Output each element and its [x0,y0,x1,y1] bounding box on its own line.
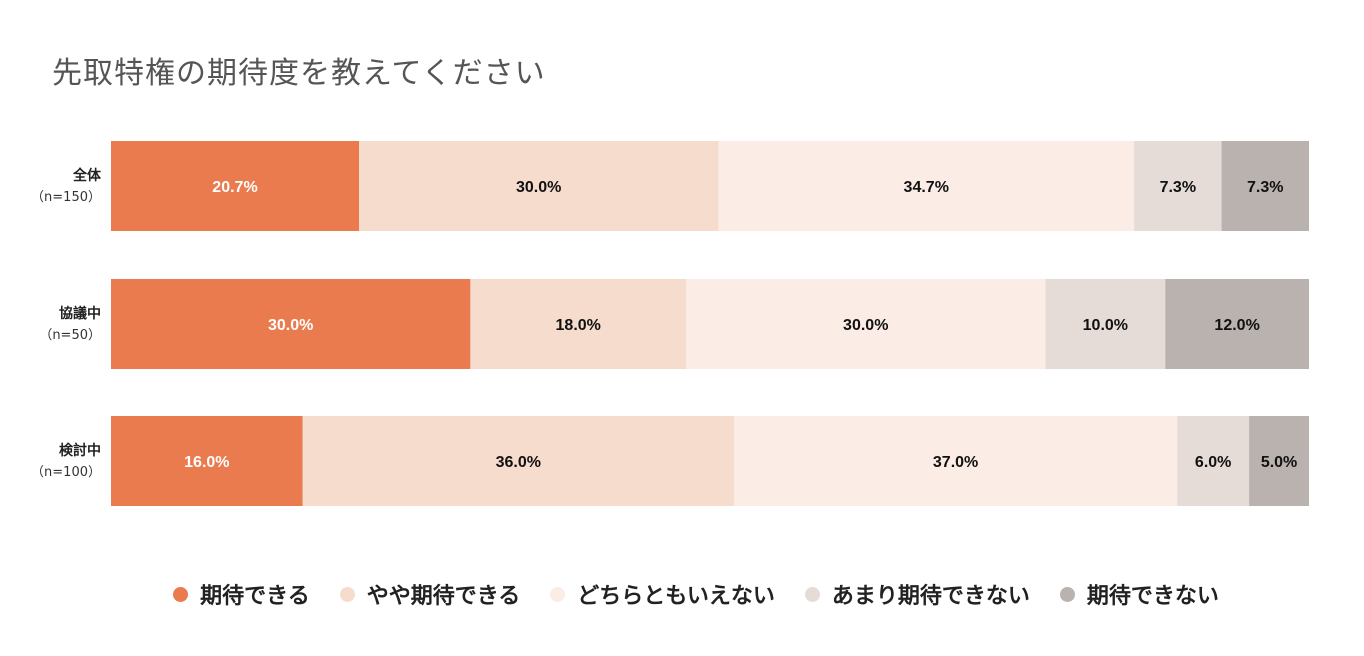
legend-label: 期待できない [1086,584,1219,609]
category-sample-size: （n=100） [31,465,101,480]
legend-label: 期待できる [200,584,310,609]
category-label: 検討中 [59,442,101,459]
legend-swatch [550,586,566,602]
data-label: 20.7% [212,179,257,196]
data-label: 36.0% [496,454,541,471]
chart-title: 先取特権の期待度を教えてください [52,56,546,91]
category-label: 協議中 [59,305,101,322]
legend-item-neutral: どちらともいえない [550,578,775,610]
bar-segment [302,416,734,506]
legend-label: どちらともいえない [577,584,775,609]
bar-segment [686,279,1046,369]
category-sample-size: （n=50） [39,328,101,343]
category-label: 全体 [72,167,102,184]
bar-segment [111,416,303,506]
data-label: 30.0% [843,317,888,334]
bar-segment [718,141,1135,231]
data-label: 16.0% [184,454,229,471]
bar-segment [1165,279,1309,369]
data-label: 5.0% [1261,454,1297,471]
legend-item-not-expected: 期待できない [1059,578,1219,610]
data-label: 30.0% [268,317,313,334]
data-label: 7.3% [1247,179,1283,196]
data-label: 37.0% [933,454,978,471]
data-label: 10.0% [1083,317,1128,334]
legend-label: あまり期待できない [831,584,1030,609]
data-label: 12.0% [1214,317,1259,334]
legend-swatch [804,586,820,602]
legend-item-somewhat-expected: やや期待できる [339,578,521,610]
bar-segment [733,416,1178,506]
bar-segment [1134,141,1222,231]
data-label: 7.3% [1160,179,1196,196]
legend-item-expected: 期待できる [173,578,310,610]
bar-segment [1221,141,1309,231]
bar-segment [1177,416,1250,506]
bar-segment [111,279,471,369]
bar-segment [111,141,359,231]
legend-swatch [173,586,189,602]
bar-segment [358,141,719,231]
category-sample-size: （n=150） [31,190,101,205]
legend-swatch [339,586,355,602]
data-label: 34.7% [904,179,949,196]
data-label: 6.0% [1195,454,1231,471]
data-label: 30.0% [516,179,561,196]
legend: 期待できる やや期待できる どちらともいえない あまり期待できない 期待できない [0,578,1364,610]
data-label: 18.0% [556,317,601,334]
legend-item-not-very-expected: あまり期待できない [804,578,1030,610]
bar-segment [1045,279,1166,369]
bar-segment [470,279,687,369]
legend-label: やや期待できる [366,584,521,609]
stacked-bar-chart: 全体 （n=150） 20.7% 30.0% 34.7% 7.3% 7.3% 協議中 （n=50… [31,141,1309,506]
bar-segment [1249,416,1309,506]
legend-swatch [1059,586,1075,602]
